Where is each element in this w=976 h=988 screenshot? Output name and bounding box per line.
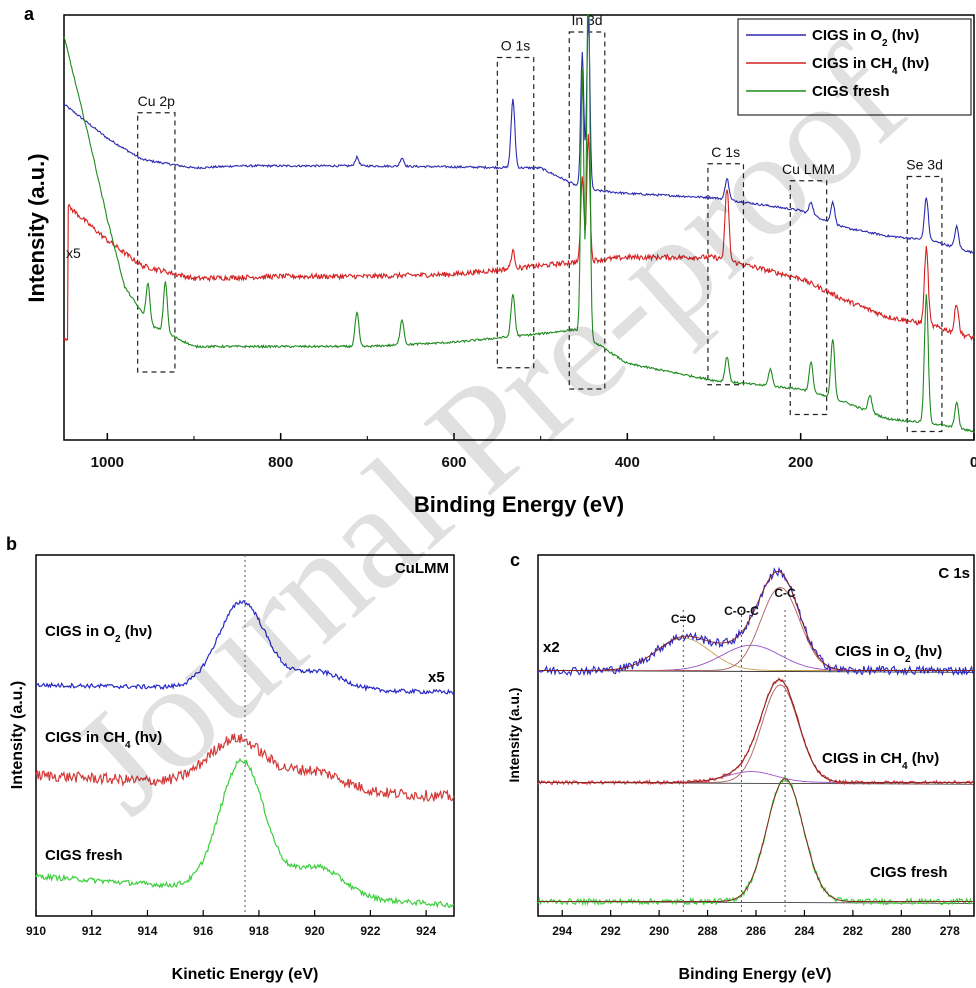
- panel-b-title: CuLMM: [395, 560, 449, 577]
- panel-c-series-line: [537, 676, 974, 786]
- panel-a-region-label: C 1s: [711, 144, 740, 160]
- legend-label: CIGS in CH4 (hν): [812, 55, 929, 77]
- panel-b-scale-note: x5: [428, 669, 445, 686]
- panel-b-series-line: [35, 733, 455, 803]
- panel-b-series-line: [35, 599, 455, 695]
- panel-a-legend: CIGS in O2 (hν) CIGS in CH4 (hν) CIGS fres…: [737, 18, 972, 116]
- panel-a-region-box: [137, 112, 176, 373]
- panel-c-component-label: C-O-C: [724, 604, 759, 618]
- panel-a-scale-note: x5: [66, 245, 81, 261]
- panel-b-x-tick-label: 912: [82, 924, 102, 938]
- panel-a-x-tick-label: 1000: [91, 454, 124, 471]
- panel-c-x-tick-label: 286: [746, 924, 766, 938]
- panel-a-y-axis-title: Intensity (a.u.): [24, 153, 49, 302]
- panel-b-x-tick-label: 914: [137, 924, 157, 938]
- panel-a-x-axis-title: Binding Energy (eV): [414, 492, 624, 517]
- panel-b-series-line: [35, 757, 455, 909]
- panel-b-x-tick-label: 920: [305, 924, 325, 938]
- panel-a-region-box: [789, 180, 828, 416]
- panel-c-series-line: [537, 775, 973, 907]
- panel-b-x-tick-label: 918: [249, 924, 269, 938]
- panel-letter-c: c: [510, 550, 520, 570]
- panel-a-region-label: Se 3d: [906, 157, 943, 173]
- panel-a-frame: [63, 14, 975, 441]
- panel-letter-a: a: [24, 4, 35, 24]
- panel-a-x-tick-label: 800: [268, 454, 293, 471]
- panel-c-x-tick-label: 292: [601, 924, 621, 938]
- panel-c-scale-note: x2: [543, 639, 560, 656]
- panel-c: c C 1s CIGS in O2 (hν) CIGS in CH4 (hν) CI…: [506, 550, 975, 983]
- panel-c-x-tick-label: 294: [552, 924, 572, 938]
- panel-a-x-tick-label: 600: [441, 454, 466, 471]
- panel-letter-b: b: [6, 534, 17, 554]
- panel-a-series-line: [63, 15, 975, 255]
- panel-b-x-tick-label: 910: [26, 924, 46, 938]
- legend-label: CIGS in O2 (hν): [812, 27, 919, 49]
- panel-b-x-tick-label: 916: [193, 924, 213, 938]
- panel-c-title: C 1s: [938, 565, 970, 582]
- panel-c-x-tick-label: 284: [794, 924, 814, 938]
- panel-c-series-label: CIGS in CH4 (hν): [822, 750, 939, 772]
- legend-label: CIGS fresh: [812, 83, 890, 100]
- panel-b-series-label: CIGS fresh: [45, 847, 123, 864]
- panel-a-region-box: [906, 175, 943, 433]
- panel-c-x-tick-label: 282: [843, 924, 863, 938]
- panel-b-series-label: CIGS in CH4 (hν): [45, 729, 162, 751]
- panel-a-region-box: [568, 31, 606, 390]
- panel-a-region-box: [496, 56, 535, 369]
- panel-b-x-axis-title: Kinetic Energy (eV): [172, 966, 319, 983]
- panel-c-x-axis-title: Binding Energy (eV): [679, 966, 832, 983]
- panel-b-x-tick-label: 922: [360, 924, 380, 938]
- panel-a-x-tick-label: 0: [970, 454, 976, 471]
- panel-a-x-tick-label: 200: [788, 454, 813, 471]
- panel-a-region-label: O 1s: [501, 38, 531, 54]
- panel-c-x-tick-label: 288: [698, 924, 718, 938]
- panel-a-region-label: Cu 2p: [138, 93, 176, 109]
- panel-c-component-curve: [538, 771, 973, 783]
- panel-b-x-tick-label: 924: [416, 924, 436, 938]
- panel-c-fit-envelope: [538, 778, 973, 903]
- panel-c-component-label: C-C: [774, 586, 796, 600]
- panel-a-region-label: Cu LMM: [782, 161, 835, 177]
- panel-a-x-tick-label: 400: [615, 454, 640, 471]
- panel-b-series-label: CIGS in O2 (hν): [45, 623, 152, 645]
- panel-c-y-axis-title: Intensity (a.u.): [506, 688, 522, 783]
- panel-c-component-label: C=O: [671, 612, 696, 626]
- panel-c-series-label: CIGS fresh: [870, 864, 948, 881]
- panel-a-region-box: [707, 163, 745, 386]
- panel-b-y-axis-title: Intensity (a.u.): [9, 681, 26, 789]
- panel-c-x-tick-label: 278: [940, 924, 960, 938]
- panel-c-component-curve: [538, 778, 973, 903]
- panel-a-series-line: [63, 13, 975, 433]
- panel-a-series-line: [63, 133, 975, 342]
- panel-b: b CuLMM CIGS in O2 (hν) CIGS in CH4 (hν) C…: [6, 534, 455, 983]
- panel-c-x-tick-label: 280: [891, 924, 911, 938]
- panel-c-fit-envelope: [538, 571, 973, 671]
- panel-c-fit-envelope: [538, 679, 973, 783]
- panel-c-x-tick-label: 290: [649, 924, 669, 938]
- panel-c-series-label: CIGS in O2 (hν): [835, 643, 942, 665]
